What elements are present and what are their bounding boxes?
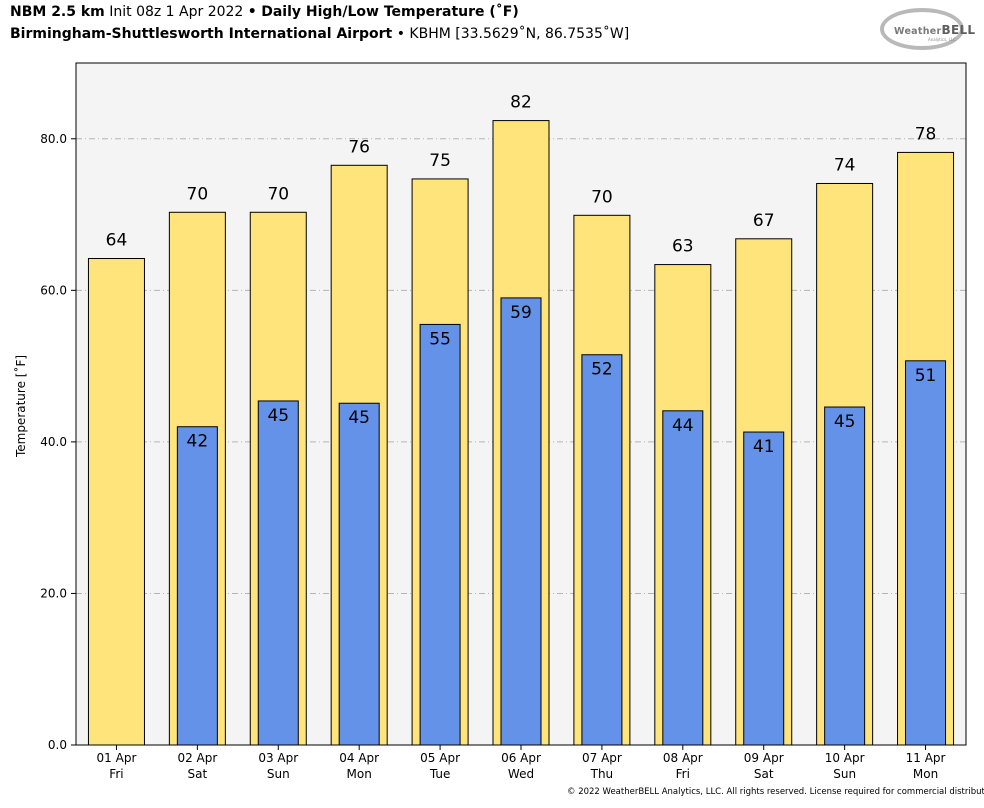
low-temp-label: 51	[915, 366, 937, 386]
low-temp-label: 52	[591, 360, 613, 380]
x-tick-label-weekday: Sat	[754, 767, 774, 781]
logo-wordmark: WeatherBELL	[894, 23, 976, 37]
value-labels: 64 70 42 70 45 76 45 75 55 82 59 70 52 63 44 67 41 74 45 78…	[106, 93, 937, 457]
station-info: KBHM [33.5629˚N, 86.7535˚W]	[409, 26, 630, 42]
x-tick-label-date: 04 Apr	[339, 751, 379, 765]
logo-ring-icon	[880, 8, 964, 50]
x-tick-label-date: 07 Apr	[582, 751, 622, 765]
x-tick-label-weekday: Sun	[267, 767, 290, 781]
y-tick-label: 20.0	[40, 586, 67, 600]
x-tick-label-date: 10 Apr	[825, 751, 865, 765]
x-tick-label-date: 02 Apr	[177, 751, 217, 765]
header-bullet: •	[247, 4, 257, 20]
y-tick-label: 60.0	[40, 283, 67, 297]
x-tick-label-weekday: Sun	[833, 767, 856, 781]
x-tick-label-date: 08 Apr	[663, 751, 703, 765]
high-temp-label: 76	[348, 137, 370, 157]
high-temp-label: 63	[672, 237, 694, 257]
high-temp-label: 78	[915, 124, 937, 144]
station-name: Birmingham-Shuttlesworth International A…	[10, 26, 393, 42]
x-tick-label-weekday: Fri	[109, 767, 123, 781]
header-bullet-2: •	[396, 26, 405, 42]
x-tick-label-weekday: Mon	[913, 767, 938, 781]
low-temp-bar	[824, 406, 866, 746]
bars	[87, 120, 955, 746]
x-tick-label-weekday: Thu	[590, 767, 614, 781]
high-temp-label: 70	[591, 187, 613, 207]
model-name: NBM 2.5 km	[10, 4, 105, 20]
high-temp-bar	[87, 258, 145, 746]
low-temp-bar	[905, 360, 947, 746]
init-time: Init 08z 1 Apr 2022	[109, 4, 244, 20]
low-temp-bar	[257, 400, 299, 746]
low-temp-bar	[338, 402, 380, 746]
low-temp-bar	[743, 431, 785, 746]
high-temp-label: 64	[106, 231, 128, 251]
y-axis-label: Temperature [˚F]	[13, 355, 28, 458]
x-tick-label-date: 01 Apr	[97, 751, 137, 765]
x-tick-label-date: 09 Apr	[744, 751, 784, 765]
low-temp-label: 59	[510, 303, 532, 323]
x-tick-label-date: 06 Apr	[501, 751, 541, 765]
low-temp-bar	[581, 354, 623, 746]
chart-header-line1: NBM 2.5 km Init 08z 1 Apr 2022 • Daily H…	[10, 4, 519, 20]
high-temp-label: 67	[753, 211, 775, 231]
high-temp-label: 75	[429, 151, 451, 171]
y-tick-label: 80.0	[40, 132, 67, 146]
low-temp-label: 44	[672, 416, 694, 436]
low-temp-bar	[662, 410, 704, 746]
logo-subtext: Analytics, LLC	[928, 37, 956, 42]
weatherbell-logo: WeatherBELL Analytics, LLC	[878, 6, 975, 54]
low-temp-label: 42	[187, 432, 209, 452]
x-tick-label-date: 03 Apr	[258, 751, 298, 765]
low-temp-bar	[176, 426, 218, 746]
low-temp-label: 45	[348, 408, 370, 428]
product-title: Daily High/Low Temperature (˚F)	[261, 4, 519, 20]
low-temp-label: 45	[834, 412, 856, 432]
x-tick-label-date: 05 Apr	[420, 751, 460, 765]
low-temp-bar	[419, 323, 461, 746]
copyright-notice: © 2022 WeatherBELL Analytics, LLC. All r…	[567, 787, 984, 797]
high-temp-label: 70	[267, 184, 289, 204]
x-tick-label-weekday: Sat	[188, 767, 208, 781]
low-temp-label: 41	[753, 437, 775, 457]
x-tick-label-weekday: Mon	[347, 767, 372, 781]
low-temp-label: 55	[429, 329, 451, 349]
axes: 0.0 20.0 40.0 60.0 80.0 01 Apr Fri 02 Apr Sat 03 …	[40, 132, 945, 781]
low-temp-bar	[500, 297, 542, 746]
high-temp-label: 70	[187, 184, 209, 204]
high-temp-label: 74	[834, 155, 856, 175]
y-tick-label: 40.0	[40, 435, 67, 449]
x-tick-label-date: 11 Apr	[906, 751, 946, 765]
low-temp-label: 45	[267, 406, 289, 426]
y-tick-label: 0.0	[48, 738, 67, 752]
x-tick-label-weekday: Fri	[676, 767, 690, 781]
x-tick-label-weekday: Wed	[508, 767, 534, 781]
chart-header-line2: Birmingham-Shuttlesworth International A…	[10, 26, 629, 42]
high-temp-label: 82	[510, 93, 532, 113]
x-tick-label-weekday: Tue	[429, 767, 451, 781]
